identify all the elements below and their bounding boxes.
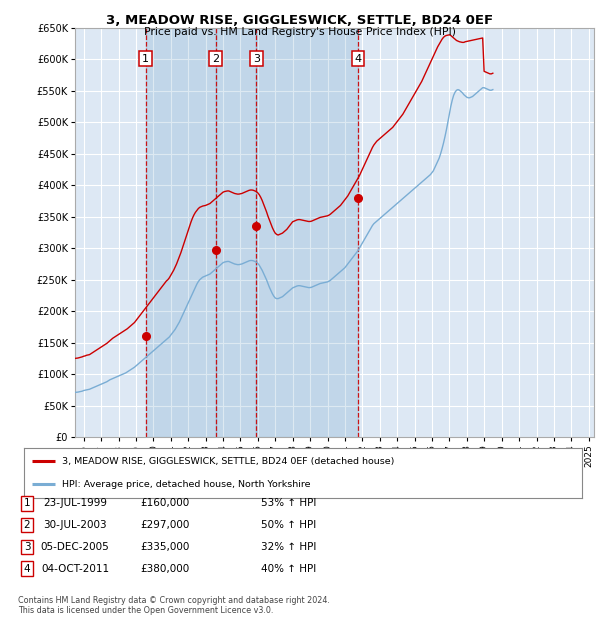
Text: 4: 4 — [23, 564, 31, 574]
Text: HPI: Average price, detached house, North Yorkshire: HPI: Average price, detached house, Nort… — [62, 480, 310, 489]
Text: 23-JUL-1999: 23-JUL-1999 — [43, 498, 107, 508]
Text: 3: 3 — [23, 542, 31, 552]
Text: Price paid vs. HM Land Registry's House Price Index (HPI): Price paid vs. HM Land Registry's House … — [144, 27, 456, 37]
Text: 3, MEADOW RISE, GIGGLESWICK, SETTLE, BD24 0EF: 3, MEADOW RISE, GIGGLESWICK, SETTLE, BD2… — [106, 14, 494, 27]
Text: 32% ↑ HPI: 32% ↑ HPI — [261, 542, 316, 552]
Text: 3, MEADOW RISE, GIGGLESWICK, SETTLE, BD24 0EF (detached house): 3, MEADOW RISE, GIGGLESWICK, SETTLE, BD2… — [62, 457, 394, 466]
Text: 40% ↑ HPI: 40% ↑ HPI — [261, 564, 316, 574]
Bar — [216, 28, 256, 437]
Text: £297,000: £297,000 — [140, 520, 190, 530]
Text: 53% ↑ HPI: 53% ↑ HPI — [261, 498, 316, 508]
Text: Contains HM Land Registry data © Crown copyright and database right 2024.
This d: Contains HM Land Registry data © Crown c… — [18, 596, 330, 615]
Bar — [146, 28, 216, 437]
Bar — [256, 28, 358, 437]
Text: £335,000: £335,000 — [140, 542, 190, 552]
Text: 2: 2 — [212, 53, 219, 64]
Text: 1: 1 — [142, 53, 149, 64]
Text: 50% ↑ HPI: 50% ↑ HPI — [261, 520, 316, 530]
Text: £160,000: £160,000 — [140, 498, 190, 508]
Text: 04-OCT-2011: 04-OCT-2011 — [41, 564, 109, 574]
Text: 4: 4 — [355, 53, 362, 64]
Text: £380,000: £380,000 — [140, 564, 190, 574]
Text: 3: 3 — [253, 53, 260, 64]
Text: 2: 2 — [23, 520, 31, 530]
Text: 05-DEC-2005: 05-DEC-2005 — [41, 542, 109, 552]
Text: 30-JUL-2003: 30-JUL-2003 — [43, 520, 107, 530]
Text: 1: 1 — [23, 498, 31, 508]
